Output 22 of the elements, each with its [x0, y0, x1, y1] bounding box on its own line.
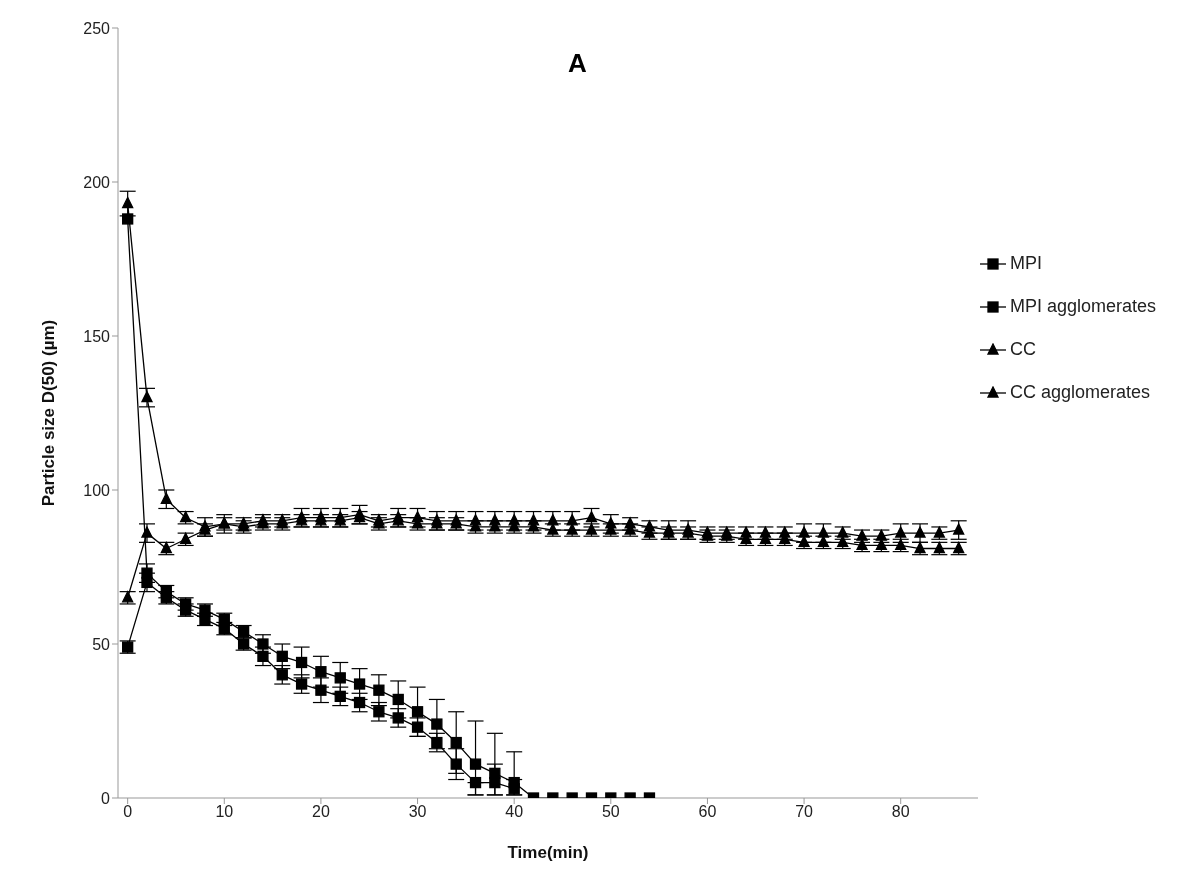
x-tick-label: 20 [312, 803, 330, 821]
x-tick-label: 30 [408, 803, 427, 821]
y-tick-label: 100 [83, 481, 111, 499]
y-tick-label: 250 [83, 19, 111, 37]
y-tick-label: 200 [83, 173, 111, 191]
y-tick-label: 0 [101, 789, 111, 807]
legend-label: CC agglomerates [1010, 382, 1151, 403]
x-tick-label: 70 [795, 803, 814, 821]
x-tick-label: 10 [215, 803, 234, 821]
x-tick-label: 80 [891, 803, 910, 821]
y-axis-title: Particle size D(50) (µm) [39, 319, 59, 507]
y-tick-label: 150 [83, 327, 111, 345]
y-tick-label: 50 [92, 635, 111, 653]
x-tick-label: 40 [505, 803, 524, 821]
legend-label: MPI [1010, 253, 1043, 274]
x-tick-label: 0 [123, 803, 133, 821]
x-axis-title: Time(min) [507, 843, 589, 862]
legend-label: CC [1010, 339, 1036, 360]
legend-label: MPI agglomerates [1010, 296, 1157, 317]
text: A [568, 48, 587, 79]
x-tick-label: 60 [698, 803, 717, 821]
x-tick-label: 50 [601, 803, 620, 821]
